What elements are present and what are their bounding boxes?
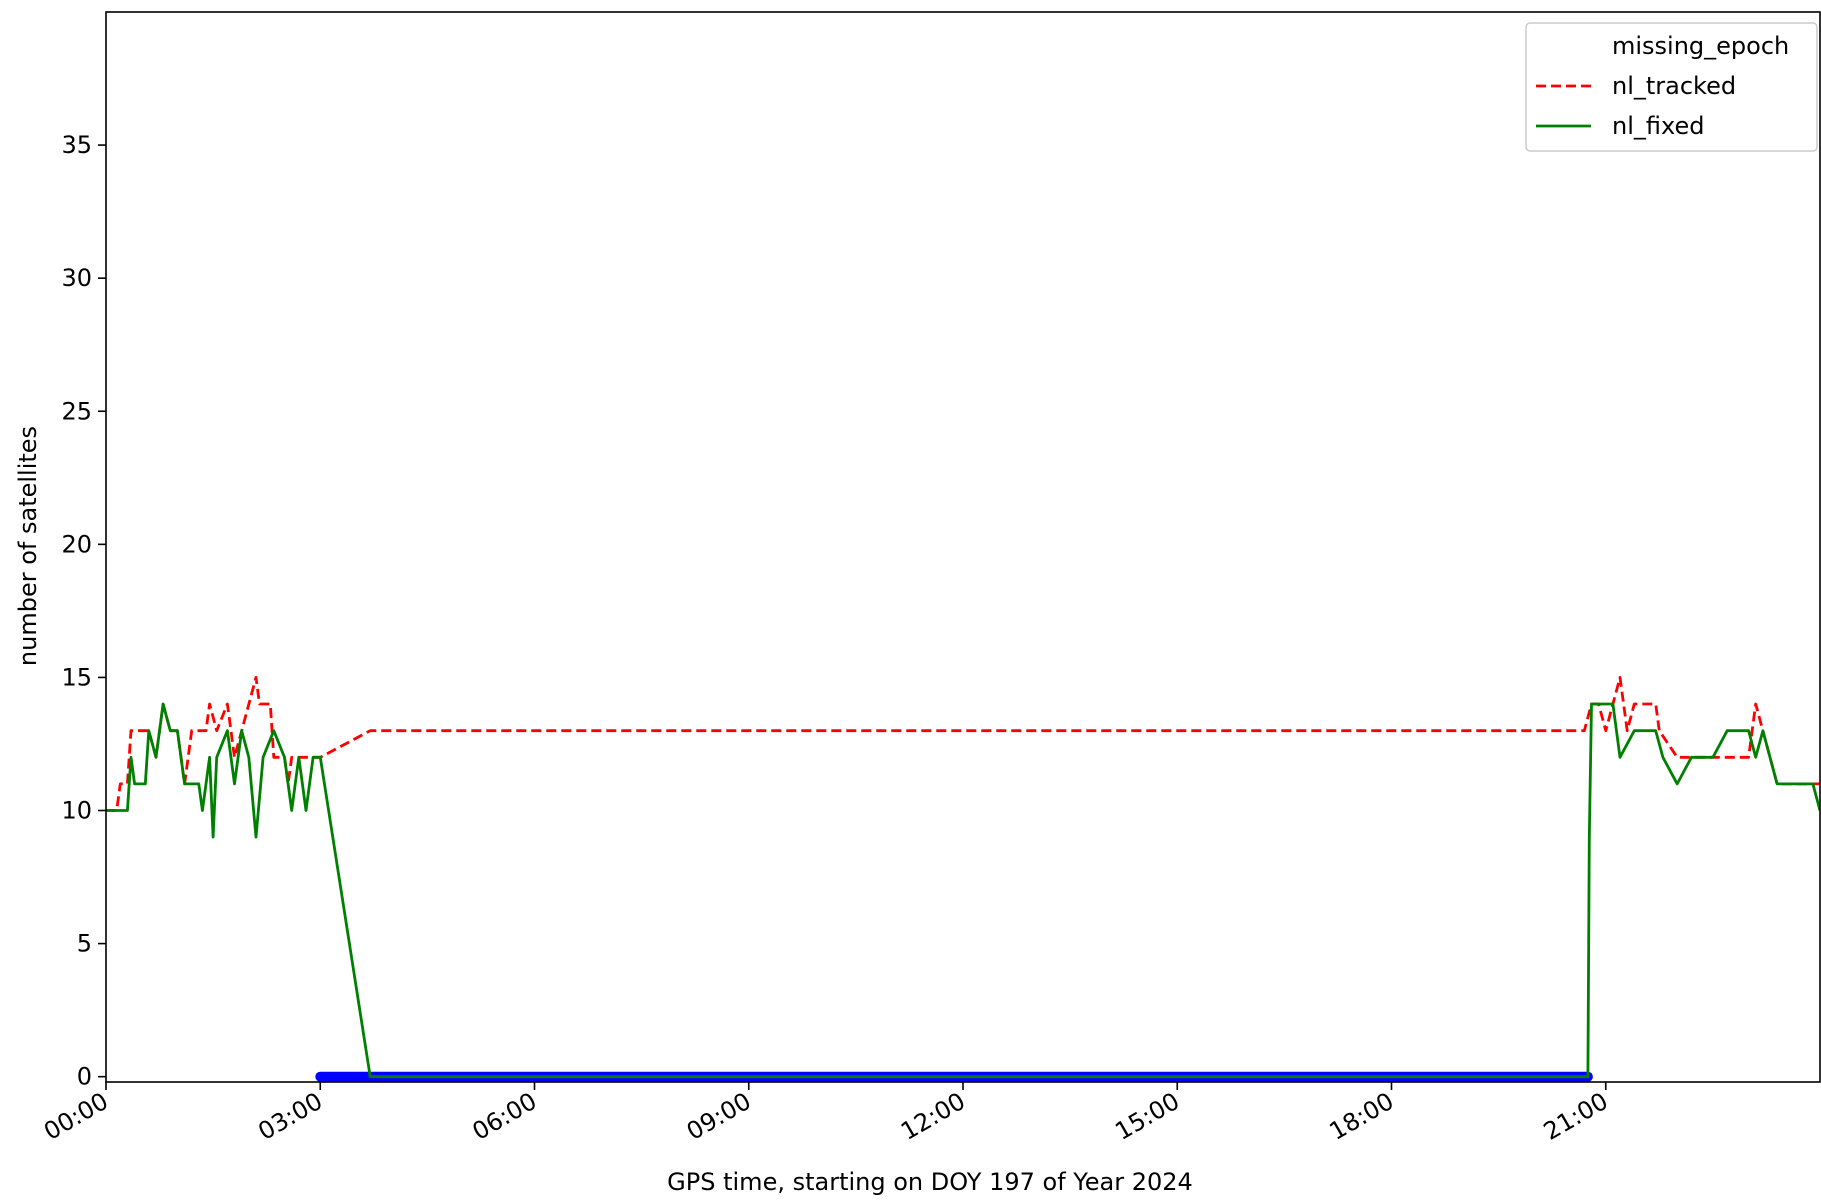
x-tick-label: 15:00 <box>1110 1087 1184 1146</box>
x-tick-label: 18:00 <box>1325 1087 1399 1146</box>
y-tick-label: 5 <box>77 930 92 958</box>
line <box>106 676 1820 812</box>
legend-label: nl_tracked <box>1612 72 1736 100</box>
x-tick-label: 00:00 <box>39 1087 113 1146</box>
y-tick-label: 10 <box>61 797 92 825</box>
x-tick-label: 06:00 <box>468 1087 542 1146</box>
y-tick-label: 35 <box>61 131 92 159</box>
y-axis-label: number of satellites <box>14 426 42 666</box>
axes-frame <box>105 11 1821 1083</box>
y-tick-label: 25 <box>61 397 92 425</box>
x-tick-label: 21:00 <box>1539 1087 1613 1146</box>
y-tick-label: 0 <box>77 1063 92 1091</box>
x-tick-label: 12:00 <box>896 1087 970 1146</box>
x-tick-label: 09:00 <box>682 1087 756 1146</box>
y-tick-label: 20 <box>61 530 92 558</box>
x-axis-label: GPS time, starting on DOY 197 of Year 20… <box>667 1168 1193 1196</box>
legend-box <box>1525 22 1818 152</box>
plot-area <box>106 676 1820 1082</box>
x-tick-label: 03:00 <box>253 1087 327 1146</box>
line <box>106 702 1820 1079</box>
y-tick-label: 30 <box>61 264 92 292</box>
y-tick-label: 15 <box>61 663 92 691</box>
legend-label: missing_epoch <box>1612 32 1789 60</box>
legend-label: nl_fixed <box>1612 112 1704 140</box>
